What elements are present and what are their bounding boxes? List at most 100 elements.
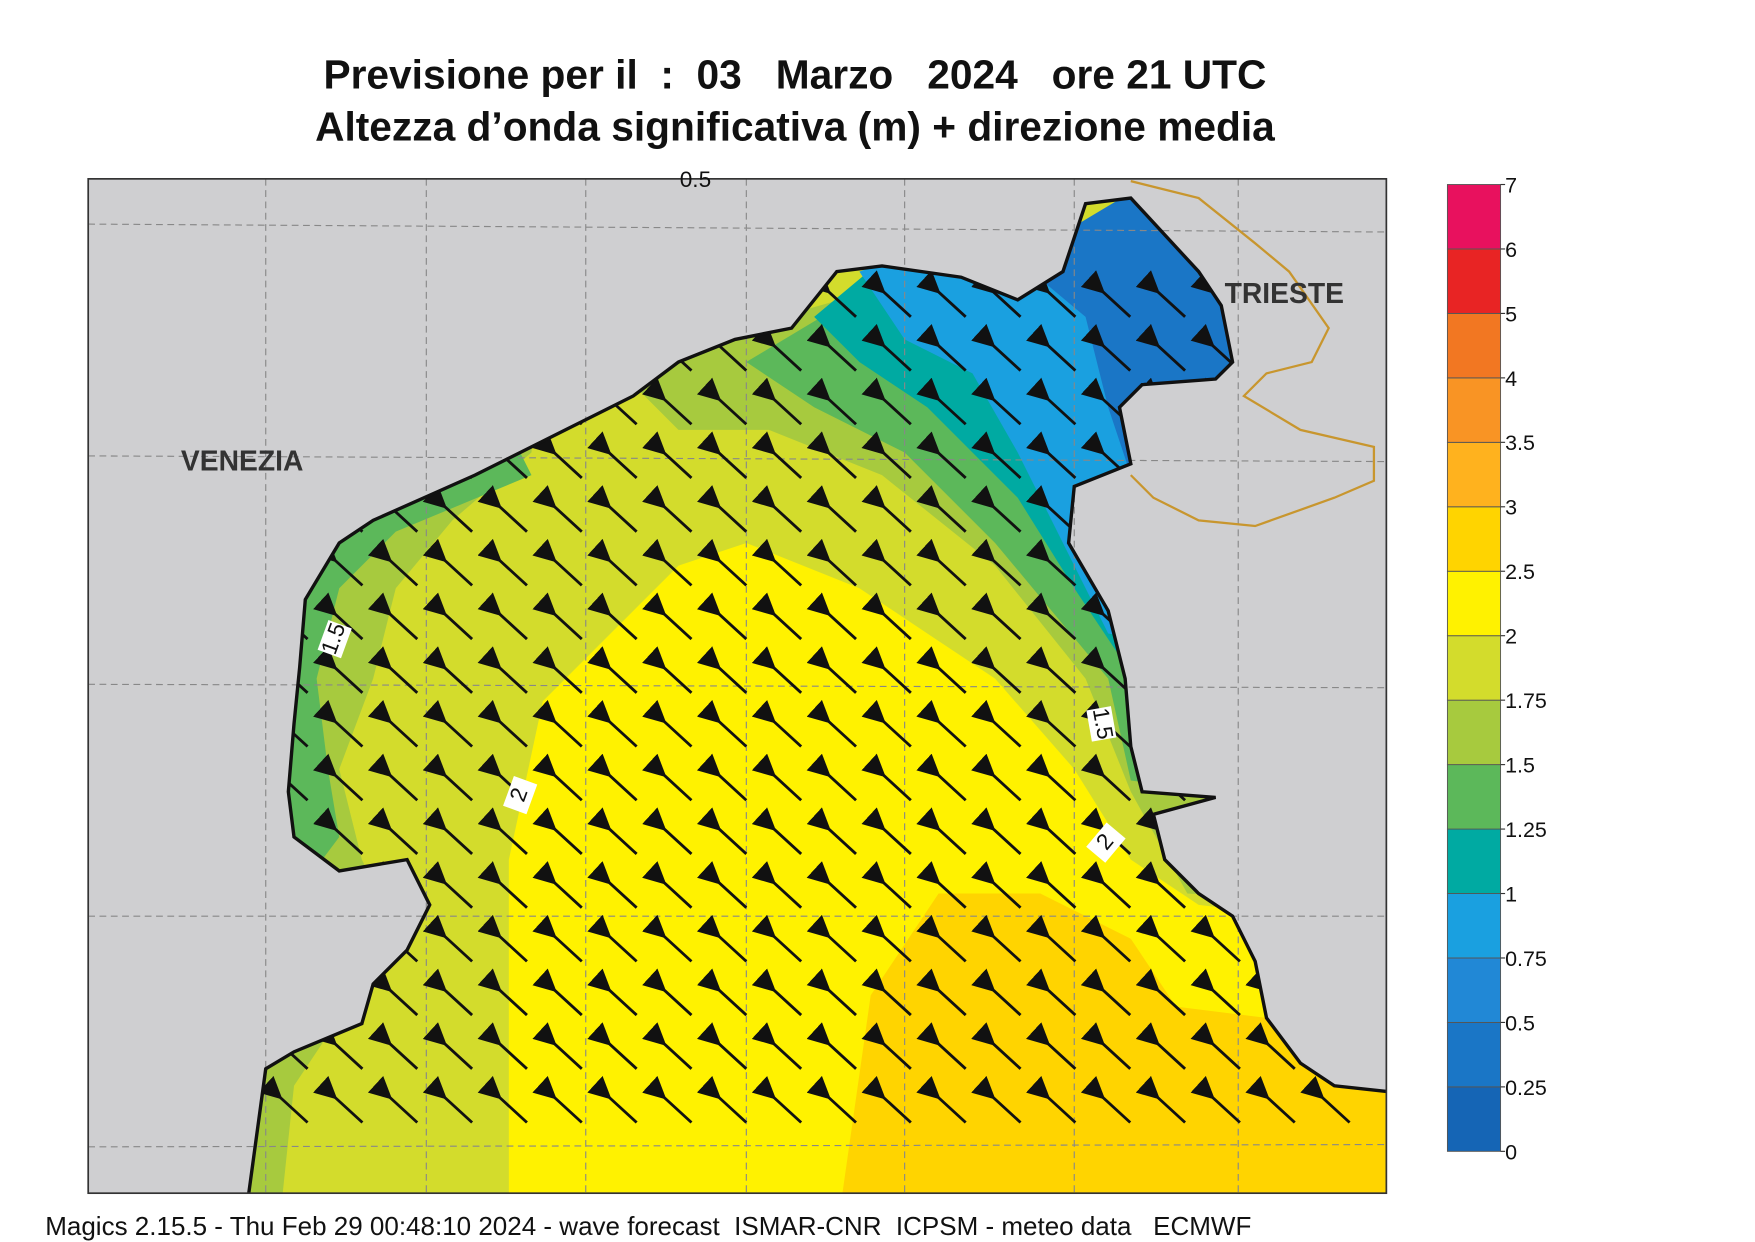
arrow bbox=[532, 1022, 583, 1070]
map-frame bbox=[87, 178, 1388, 1195]
arrow bbox=[367, 1075, 419, 1124]
colorbar-segment bbox=[1446, 635, 1502, 701]
arrow bbox=[696, 431, 748, 479]
arrow bbox=[861, 431, 912, 479]
arrow bbox=[642, 914, 693, 963]
contour-label: 1.5 bbox=[1086, 706, 1118, 742]
arrow bbox=[1080, 1022, 1132, 1070]
arrow bbox=[806, 861, 857, 909]
label-bg bbox=[503, 776, 538, 815]
colorbar-segment bbox=[1446, 893, 1502, 959]
arrow bbox=[861, 914, 912, 963]
arrow bbox=[751, 753, 803, 802]
arrow bbox=[916, 753, 967, 802]
arrow bbox=[367, 968, 419, 1017]
arrow bbox=[916, 968, 967, 1017]
arrow bbox=[696, 538, 748, 587]
arrow bbox=[1135, 861, 1187, 909]
colorbar-label: 1.75 bbox=[1505, 689, 1547, 713]
arrow bbox=[477, 646, 528, 694]
arrow bbox=[587, 1075, 638, 1124]
colorbar-label: 1 bbox=[1505, 882, 1517, 906]
arrow bbox=[367, 1022, 419, 1070]
arrow bbox=[642, 968, 693, 1017]
arrow bbox=[642, 485, 693, 533]
arrow bbox=[477, 485, 528, 533]
arrow bbox=[422, 1075, 474, 1124]
arrow bbox=[587, 914, 638, 963]
colorbar-label: 2 bbox=[1505, 625, 1517, 649]
arrow bbox=[587, 699, 638, 748]
label-bg bbox=[1086, 822, 1126, 863]
arrow bbox=[1135, 1075, 1187, 1124]
arrow bbox=[861, 592, 912, 641]
colorbar-label: 2.5 bbox=[1505, 560, 1535, 584]
arrow bbox=[861, 968, 912, 1017]
arrow bbox=[861, 861, 912, 909]
arrow bbox=[1300, 1075, 1351, 1124]
place-label: TRIESTE bbox=[1225, 277, 1344, 309]
arrow bbox=[587, 431, 638, 479]
arrow bbox=[751, 485, 803, 533]
arrow bbox=[642, 431, 693, 479]
arrow bbox=[532, 1075, 583, 1124]
arrow bbox=[587, 968, 638, 1017]
arrow bbox=[696, 914, 748, 963]
arrow bbox=[587, 807, 638, 855]
arrow bbox=[1135, 1022, 1187, 1070]
arrow bbox=[971, 968, 1022, 1017]
colorbar-segment bbox=[1446, 506, 1502, 572]
contour-value: 0.5 bbox=[680, 167, 711, 192]
arrow bbox=[587, 1022, 638, 1070]
arrow bbox=[1026, 968, 1077, 1017]
arrow bbox=[587, 592, 638, 641]
place-label: VENEZIA bbox=[181, 445, 303, 477]
arrow bbox=[313, 753, 364, 802]
arrow bbox=[422, 699, 474, 748]
arrow bbox=[1245, 1075, 1296, 1124]
arrow bbox=[971, 485, 1022, 533]
arrow bbox=[1026, 914, 1077, 963]
arrow bbox=[587, 753, 638, 802]
arrow bbox=[532, 431, 583, 479]
arrow bbox=[367, 699, 419, 748]
arrow bbox=[1026, 1075, 1077, 1124]
arrow bbox=[477, 807, 528, 855]
arrow bbox=[916, 323, 967, 372]
label-bg bbox=[317, 619, 352, 659]
arrow bbox=[971, 1022, 1022, 1070]
arrow bbox=[806, 1022, 857, 1070]
arrow bbox=[313, 807, 364, 855]
arrow bbox=[1135, 968, 1187, 1017]
title-line: Altezza d’onda significativa (m) + direz… bbox=[315, 103, 1275, 149]
arrow bbox=[696, 753, 748, 802]
arrow bbox=[861, 753, 912, 802]
arrow bbox=[642, 538, 693, 587]
colorbar: 0 0.25 0.5 0.75 1 1.25 1.5 1.75 2 2.5 3 3.5 4 5 6 7 bbox=[1446, 173, 1547, 1164]
arrow bbox=[1190, 914, 1241, 963]
arrow bbox=[642, 592, 693, 641]
arrow bbox=[916, 861, 967, 909]
arrow bbox=[916, 699, 967, 748]
arrow bbox=[642, 1075, 693, 1124]
arrow bbox=[861, 646, 912, 694]
arrow bbox=[806, 538, 857, 587]
arrow bbox=[422, 861, 474, 909]
arrow bbox=[861, 807, 912, 855]
coastline bbox=[247, 196, 1387, 1194]
arrow bbox=[1080, 914, 1132, 963]
arrow bbox=[971, 323, 1022, 372]
arrow bbox=[313, 1075, 364, 1124]
arrow bbox=[532, 485, 583, 533]
arrow bbox=[587, 861, 638, 909]
colorbar-label: 0.25 bbox=[1505, 1076, 1547, 1100]
colorbar-segment bbox=[1446, 1021, 1502, 1088]
colorbar-segment bbox=[1446, 184, 1502, 250]
arrow bbox=[422, 592, 474, 641]
arrow bbox=[751, 968, 803, 1017]
arrow bbox=[422, 1022, 474, 1070]
arrow bbox=[751, 914, 803, 963]
arrow bbox=[696, 1022, 748, 1070]
arrow bbox=[1190, 968, 1241, 1017]
arrow bbox=[696, 1075, 748, 1124]
